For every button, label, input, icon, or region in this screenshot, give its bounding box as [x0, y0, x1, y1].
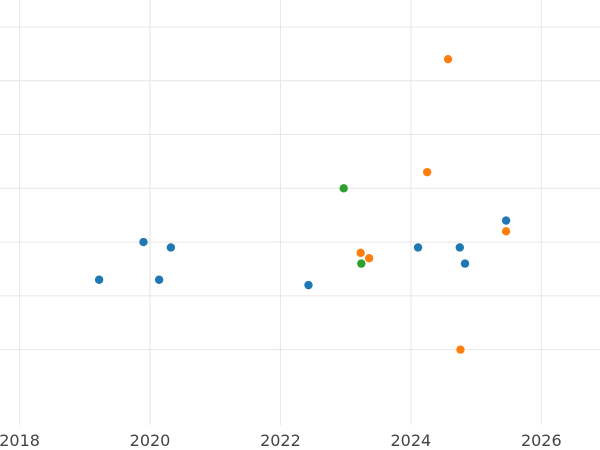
- data-point: [357, 259, 366, 268]
- data-point: [460, 259, 470, 268]
- data-point: [455, 243, 464, 252]
- data-point: [443, 54, 453, 64]
- data-point: [339, 184, 348, 193]
- data-point: [413, 243, 423, 252]
- data-point: [139, 237, 148, 247]
- x-tick-label: 2018: [0, 431, 40, 450]
- x-tick-labels: 2018 2020 2022 2024 2026: [0, 431, 562, 450]
- data-point: [501, 227, 511, 236]
- data-point: [501, 216, 511, 225]
- x-tick-label: 2026: [521, 431, 562, 450]
- data-point: [422, 167, 432, 177]
- y-gridlines: [0, 26, 600, 351]
- data-point: [304, 280, 313, 290]
- data-point: [356, 248, 365, 258]
- data-point: [154, 275, 164, 284]
- data-point: [364, 254, 374, 263]
- data-point: [94, 275, 104, 284]
- x-gridlines: [19, 0, 542, 425]
- x-tick-label: 2022: [260, 431, 301, 450]
- x-tick-label: 2020: [130, 431, 171, 450]
- data-point: [166, 243, 176, 252]
- data-point: [456, 345, 465, 354]
- data-points: [94, 54, 511, 354]
- x-tick-label: 2024: [391, 431, 432, 450]
